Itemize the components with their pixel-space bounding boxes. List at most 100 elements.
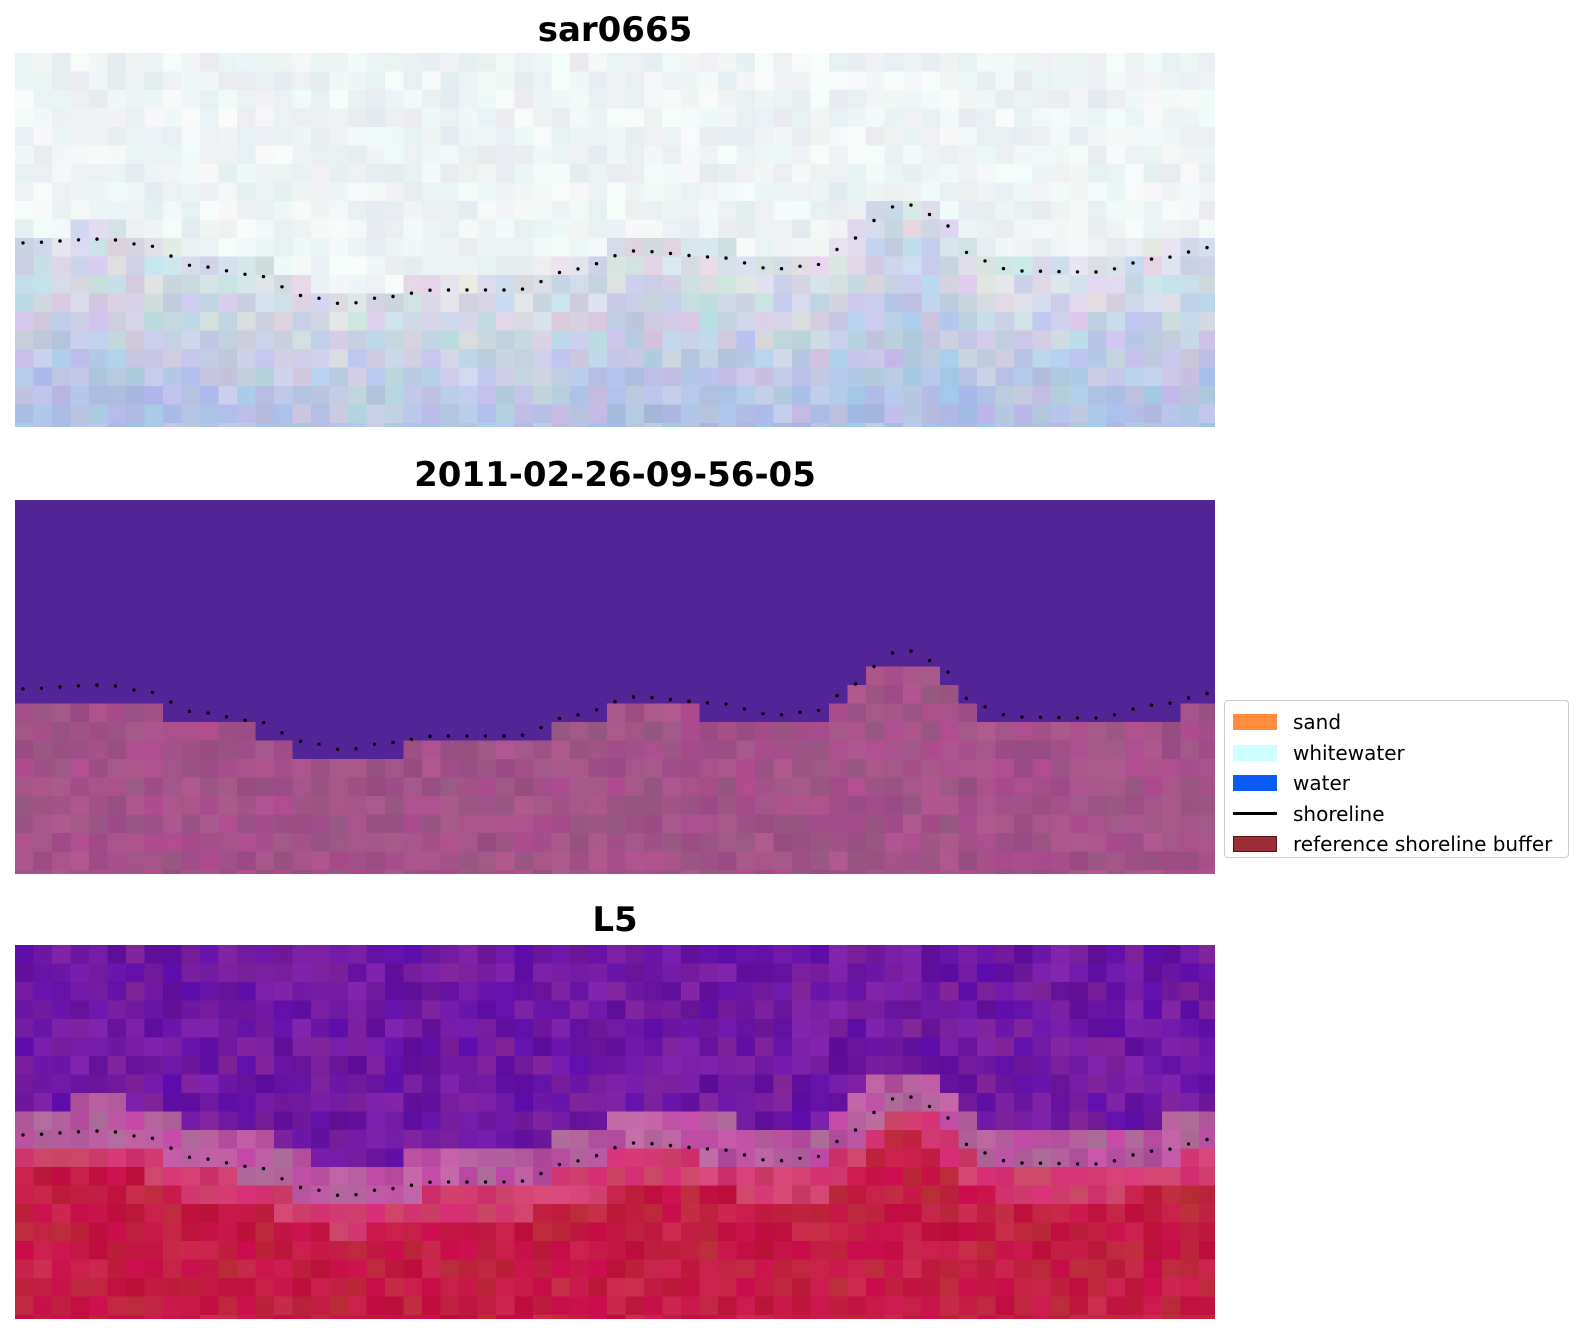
raster-pixel [773, 1130, 793, 1150]
raster-pixel [1051, 238, 1071, 258]
raster-pixel [884, 1259, 904, 1279]
raster-pixel [126, 330, 146, 350]
raster-pixel [385, 703, 405, 723]
raster-pixel [107, 349, 127, 369]
raster-pixel [681, 53, 701, 73]
raster-pixel [792, 90, 812, 110]
raster-pixel [533, 330, 553, 350]
raster-pixel [403, 1074, 423, 1094]
raster-pixel [366, 404, 386, 424]
raster-pixel [1069, 722, 1089, 742]
raster-pixel [1199, 423, 1215, 427]
raster-pixel [903, 1222, 923, 1242]
raster-pixel [255, 537, 275, 557]
raster-pixel [422, 518, 442, 538]
raster-pixel [496, 330, 516, 350]
raster-pixel [977, 851, 997, 871]
raster-pixel [385, 1000, 405, 1020]
shoreline-point [113, 238, 118, 242]
raster-pixel [792, 349, 812, 369]
raster-pixel [15, 164, 35, 184]
raster-pixel [181, 500, 201, 520]
raster-pixel [773, 814, 793, 834]
raster-pixel [477, 814, 497, 834]
raster-pixel [755, 256, 775, 276]
raster-pixel [126, 1111, 146, 1131]
raster-pixel [625, 293, 645, 313]
raster-pixel [1088, 814, 1108, 834]
raster-pixel [292, 592, 312, 612]
raster-pixel [15, 759, 35, 779]
raster-pixel [625, 1222, 645, 1242]
raster-pixel [89, 1056, 109, 1076]
raster-pixel [1106, 833, 1126, 853]
raster-pixel [218, 611, 238, 631]
raster-pixel [366, 814, 386, 834]
raster-pixel [607, 1259, 627, 1279]
raster-pixel [1143, 1185, 1163, 1205]
shoreline-point [317, 742, 321, 746]
raster-pixel [736, 814, 756, 834]
raster-pixel [921, 71, 941, 91]
raster-pixel [218, 574, 238, 594]
raster-pixel [1143, 1019, 1163, 1039]
raster-pixel [255, 611, 275, 631]
raster-pixel [255, 500, 275, 520]
raster-pixel [1088, 945, 1108, 965]
raster-pixel [33, 500, 53, 520]
raster-pixel [163, 1167, 183, 1187]
raster-pixel [403, 90, 423, 110]
raster-pixel [366, 312, 386, 332]
raster-pixel [958, 71, 978, 91]
raster-pixel [329, 722, 349, 742]
raster-pixel [829, 1037, 849, 1057]
raster-pixel [440, 648, 460, 668]
raster-pixel [1032, 1315, 1052, 1319]
raster-pixel [70, 90, 90, 110]
raster-pixel [292, 629, 312, 649]
raster-pixel [847, 1111, 867, 1131]
raster-pixel [477, 629, 497, 649]
raster-pixel [1180, 611, 1200, 631]
raster-pixel [496, 275, 516, 295]
raster-pixel [995, 555, 1015, 575]
raster-pixel [551, 312, 571, 332]
raster-pixel [533, 71, 553, 91]
raster-pixel [792, 182, 812, 202]
raster-pixel [607, 219, 627, 239]
raster-pixel [588, 963, 608, 983]
raster-pixel [366, 367, 386, 387]
raster-pixel [736, 833, 756, 853]
raster-pixel [662, 386, 682, 406]
raster-pixel [459, 777, 479, 797]
raster-pixel [89, 1093, 109, 1113]
raster-pixel [551, 777, 571, 797]
raster-pixel [1143, 814, 1163, 834]
raster-pixel [1162, 1037, 1182, 1057]
raster-pixel [995, 592, 1015, 612]
raster-pixel [699, 740, 719, 760]
shoreline-point [446, 1180, 451, 1184]
raster-pixel [477, 833, 497, 853]
raster-pixel [644, 1315, 664, 1319]
shoreline-point [631, 1141, 636, 1145]
raster-pixel [15, 722, 35, 742]
raster-pixel [1180, 256, 1200, 276]
raster-pixel [755, 238, 775, 258]
raster-pixel [366, 1185, 386, 1205]
raster-pixel [699, 759, 719, 779]
raster-pixel [422, 108, 442, 128]
raster-pixel [773, 238, 793, 258]
raster-pixel [829, 648, 849, 668]
raster-pixel [52, 182, 72, 202]
raster-pixel [89, 1185, 109, 1205]
raster-pixel [681, 182, 701, 202]
raster-pixel [681, 1037, 701, 1057]
raster-pixel [662, 90, 682, 110]
raster-pixel [440, 1148, 460, 1168]
raster-pixel [921, 963, 941, 983]
raster-pixel [15, 574, 35, 594]
raster-pixel [477, 1185, 497, 1205]
raster-pixel [107, 963, 127, 983]
raster-pixel [200, 592, 220, 612]
